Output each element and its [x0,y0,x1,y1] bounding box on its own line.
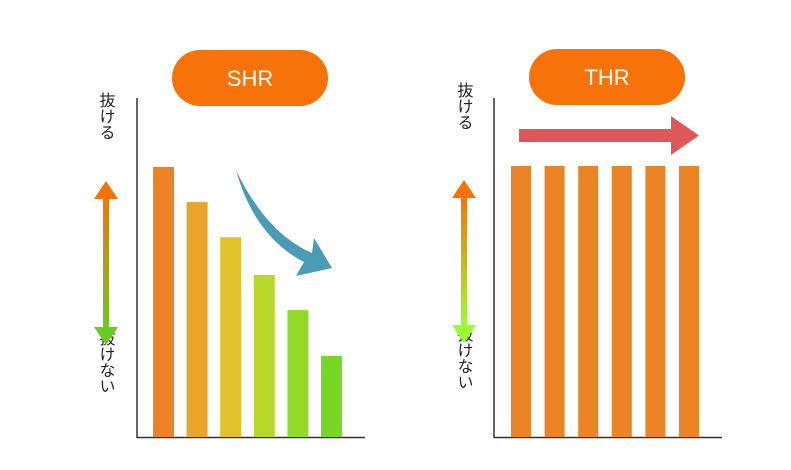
thr-ylabel-top: 抜ける [455,82,474,130]
thr-panel: THR 抜ける 抜けない [452,49,722,439]
shr-ylabel-bottom: 抜けない [97,330,116,394]
thr-ylabel-bottom: 抜けない [455,326,474,390]
shr-ylabel-bottom-text: 抜けない [97,330,116,394]
shr-title-pill [172,50,328,106]
thr-trend-arrow [519,116,699,155]
shr-bar-4 [253,275,275,437]
shr-bars [153,167,342,437]
thr-ylabel-top-text: 抜ける [455,82,474,130]
thr-bar-6 [679,166,699,437]
shr-bar-2 [186,202,208,437]
shr-ylabel-top-text: 抜ける [97,92,116,140]
shr-ylabel-top: 抜ける [97,92,116,140]
shr-bar-5 [287,310,309,437]
thr-bars [511,166,699,437]
thr-title-pill [529,49,685,105]
shr-bar-3 [220,237,242,437]
thr-title: THR [584,65,629,90]
shr-scale-arrow [94,181,118,345]
shr-bar-1 [153,167,174,437]
shr-trend-arrow [236,170,332,276]
shr-panel: SHR 抜ける 抜けない [94,50,365,439]
thr-bar-2 [544,166,565,437]
shr-bar-6 [321,356,342,437]
thr-bar-5 [645,166,666,437]
thr-bar-4 [611,166,632,437]
thr-bar-1 [511,166,531,437]
shr-title: SHR [227,66,273,91]
thr-scale-arrow [452,180,476,343]
thr-bar-3 [578,166,599,437]
thr-ylabel-bottom-text: 抜けない [455,326,474,390]
